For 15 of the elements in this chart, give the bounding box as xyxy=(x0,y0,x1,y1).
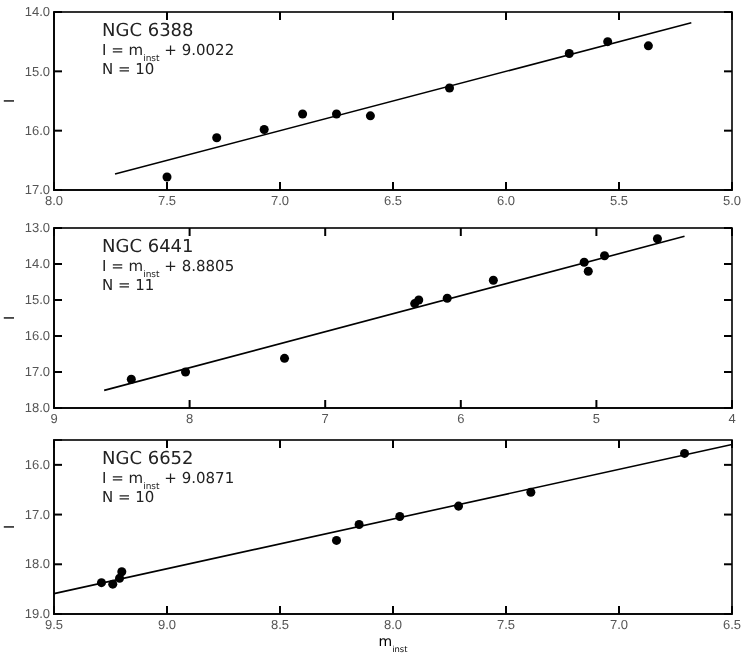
annotation: NGC 6652 xyxy=(102,450,194,470)
point xyxy=(280,353,290,363)
point xyxy=(652,234,662,244)
point xyxy=(365,111,375,121)
point xyxy=(643,41,653,51)
point xyxy=(259,124,269,134)
point xyxy=(212,133,222,143)
point xyxy=(162,172,172,182)
point xyxy=(331,535,342,545)
point xyxy=(117,567,127,577)
annotation: NGC 6388 xyxy=(102,22,195,42)
annotation: NGC 6441 xyxy=(102,238,194,258)
point xyxy=(488,275,498,285)
point xyxy=(583,266,593,276)
point xyxy=(298,109,308,119)
